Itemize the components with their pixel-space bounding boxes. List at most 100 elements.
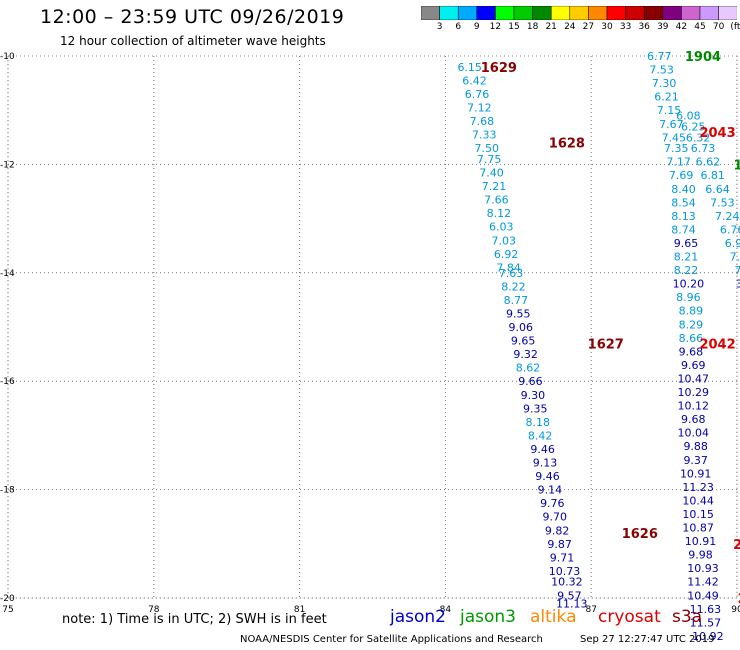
credit-line: NOAA/NESDIS Center for Satellite Applica… [240, 634, 543, 645]
swh-value: 8.40 [671, 183, 696, 196]
swh-value: 7.45 [662, 131, 687, 144]
swh-value: 8.13 [671, 210, 696, 223]
swh-value: 9.82 [545, 524, 570, 537]
legend-label: 33 [619, 22, 632, 32]
swh-value: 11.63 [690, 603, 722, 616]
swh-value: 10.32 [551, 576, 583, 589]
swh-value: 9.35 [523, 402, 548, 415]
swh-value: 9.70 [543, 511, 568, 524]
y-tick-label: -10 [0, 52, 15, 62]
swh-value: 9.30 [521, 389, 546, 402]
swh-value: 9.76 [540, 497, 565, 510]
swh-value: 8.42 [528, 429, 553, 442]
pass-label: 1905 [733, 158, 740, 173]
swh-value: 7.15 [657, 104, 682, 117]
swh-value: 7.30 [652, 77, 677, 90]
x-tick-label: 90 [731, 605, 740, 615]
swh-value: 7.40 [479, 167, 504, 180]
legend-label: (ft) [730, 22, 740, 32]
swh-value: 8.89 [679, 305, 704, 318]
swh-value: 10.04 [678, 427, 710, 440]
swh-value: 9.32 [513, 348, 538, 361]
swh-value: 9.14 [538, 484, 563, 497]
swh-value: 8.96 [676, 291, 701, 304]
legend-label: 12 [489, 22, 502, 32]
swh-value: 8.21 [674, 251, 699, 264]
swh-value: 6.15 [457, 61, 482, 74]
swh-value: 6.08 [676, 110, 701, 123]
swh-value: 9.98 [688, 549, 713, 562]
swh-value: 6.21 [654, 91, 679, 104]
swh-value: 10.92 [692, 630, 724, 643]
pass-label: 1627 [588, 337, 624, 352]
swh-value: 11.42 [687, 576, 719, 589]
swh-value: 8.18 [525, 416, 550, 429]
legend-label: 15 [508, 22, 520, 32]
swh-value: 7.84 [496, 261, 521, 274]
y-tick-label: -18 [0, 486, 15, 496]
swh-value: 7.53 [710, 196, 735, 209]
swh-value: 7.50 [474, 142, 499, 155]
swh-value: 7.35 [664, 142, 689, 155]
plot-frame [7, 55, 738, 599]
swh-value: 7.66 [484, 194, 509, 207]
satellite-s3a: s3a [672, 607, 703, 627]
swh-value: 6.76 [465, 88, 490, 101]
swh-value: 10.87 [682, 522, 714, 535]
swh-value: 9.68 [679, 345, 704, 358]
swh-value: 10.91 [680, 467, 712, 480]
swh-value: 6.92 [494, 248, 519, 261]
swh-value: 8.74 [671, 223, 696, 236]
swh-value: 8.62 [516, 362, 541, 375]
swh-value: 9.06 [508, 321, 533, 334]
x-tick-label: 84 [440, 605, 452, 615]
swh-value: 7.67 [659, 118, 684, 131]
swh-value: 9.71 [550, 551, 575, 564]
swh-value: 8.22 [674, 264, 699, 277]
swh-value: 10.93 [687, 562, 719, 575]
swh-value: 9.88 [683, 440, 708, 453]
legend-label: 21 [545, 22, 557, 32]
x-tick-label: 81 [294, 605, 305, 615]
swh-value: 8.66 [679, 332, 704, 345]
swh-value: 7.17 [666, 156, 691, 169]
swh-value: 7.53 [649, 64, 674, 77]
swh-value: 10.73 [549, 565, 581, 578]
swh-value: 7.75 [477, 153, 502, 166]
swh-value: 9.87 [547, 538, 572, 551]
swh-value: 9.57 [557, 589, 582, 602]
swh-value: 6.03 [489, 221, 514, 234]
chart-subtitle: 12 hour collection of altimeter wave hei… [60, 34, 326, 48]
swh-value: 9.55 [506, 307, 531, 320]
swh-value: 11.23 [682, 481, 714, 494]
swh-value: 6.62 [696, 156, 721, 169]
y-tick-label: -12 [0, 160, 15, 170]
satellite-cryosat: cryosat [598, 607, 661, 627]
legend-label: 6 [455, 22, 462, 32]
swh-value: 9.66 [518, 375, 543, 388]
swh-value: 6.32 [686, 131, 711, 144]
swh-value: 10.15 [682, 508, 714, 521]
swh-value: 9.13 [533, 457, 558, 470]
legend-label: 42 [675, 22, 688, 32]
x-tick-label: 87 [585, 605, 596, 615]
legend-swatch [718, 6, 737, 20]
swh-value: 9.37 [683, 454, 708, 467]
legend-label: 30 [601, 22, 613, 32]
y-tick-label: -16 [0, 377, 15, 387]
swh-value: 7.78 [734, 264, 740, 277]
pass-label: 20 [738, 592, 740, 607]
swh-value: 7.12 [467, 101, 492, 114]
legend-label: 39 [657, 22, 669, 32]
satellite-altika: altika [530, 607, 577, 627]
legend-label: 70 [712, 22, 725, 32]
swh-value: 9.46 [530, 443, 555, 456]
legend-label: 18 [526, 22, 539, 32]
swh-value: 10.47 [678, 372, 710, 385]
swh-value: 10.20 [673, 278, 705, 291]
swh-value: 8.29 [679, 318, 704, 331]
swh-value: 10.91 [685, 535, 717, 548]
swh-value: 10.44 [682, 494, 714, 507]
swh-value: 6.76 [720, 223, 740, 236]
